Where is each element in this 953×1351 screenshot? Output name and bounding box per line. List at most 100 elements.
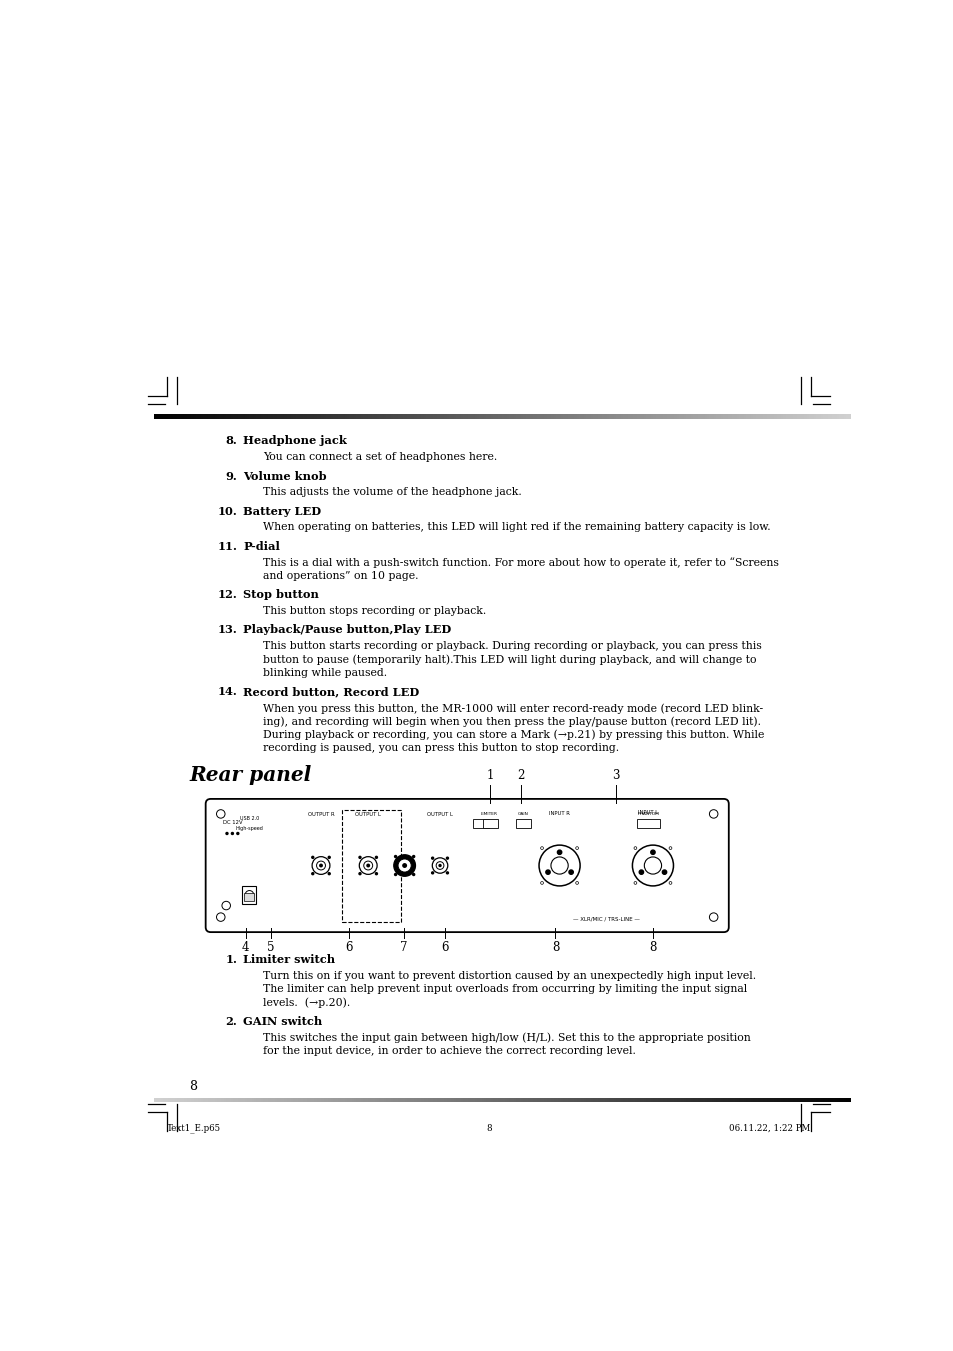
Bar: [208, 1098, 210, 1102]
Bar: [291, 1098, 294, 1102]
Bar: [599, 415, 602, 419]
Circle shape: [395, 874, 396, 875]
Circle shape: [634, 882, 637, 885]
Circle shape: [431, 857, 434, 859]
Bar: [316, 1098, 319, 1102]
Bar: [216, 415, 219, 419]
Bar: [683, 415, 685, 419]
Bar: [316, 415, 319, 419]
Bar: [541, 1098, 544, 1102]
Bar: [172, 1098, 175, 1102]
Bar: [769, 1098, 771, 1102]
Bar: [273, 415, 274, 419]
Bar: [297, 1098, 300, 1102]
Bar: [244, 1098, 247, 1102]
Bar: [601, 415, 604, 419]
Bar: [499, 1098, 502, 1102]
Text: Playback/Pause button,Play LED: Playback/Pause button,Play LED: [243, 624, 451, 635]
Bar: [192, 1098, 193, 1102]
Text: Rear panel: Rear panel: [189, 766, 311, 785]
Bar: [328, 415, 331, 419]
Bar: [764, 1098, 766, 1102]
Bar: [428, 1098, 430, 1102]
Bar: [560, 1098, 562, 1102]
Circle shape: [709, 809, 718, 819]
Bar: [509, 1098, 512, 1102]
Bar: [664, 1098, 667, 1102]
Bar: [692, 1098, 695, 1102]
Bar: [683, 1098, 685, 1102]
Bar: [806, 1098, 808, 1102]
Bar: [706, 415, 709, 419]
Bar: [539, 1098, 541, 1102]
Bar: [488, 1098, 491, 1102]
Text: Turn this on if you want to prevent distortion caused by an unexpectedly high in: Turn this on if you want to prevent dist…: [262, 971, 755, 981]
Bar: [444, 415, 446, 419]
Text: Volume knob: Volume knob: [243, 470, 327, 481]
Bar: [577, 1098, 578, 1102]
Bar: [221, 415, 224, 419]
Bar: [400, 415, 402, 419]
Bar: [341, 811, 400, 923]
Circle shape: [245, 890, 253, 898]
Bar: [824, 1098, 827, 1102]
Bar: [697, 1098, 700, 1102]
Circle shape: [668, 847, 671, 850]
Bar: [616, 415, 618, 419]
Bar: [755, 415, 758, 419]
Bar: [847, 415, 850, 419]
Bar: [465, 415, 467, 419]
Text: OFF  ON: OFF ON: [639, 821, 656, 825]
Bar: [476, 415, 479, 419]
Bar: [588, 415, 590, 419]
Bar: [451, 1098, 454, 1102]
Bar: [530, 1098, 533, 1102]
Bar: [425, 1098, 428, 1102]
Bar: [785, 415, 787, 419]
Bar: [836, 1098, 839, 1102]
Circle shape: [395, 855, 396, 858]
Bar: [355, 415, 358, 419]
Bar: [504, 1098, 507, 1102]
Bar: [636, 819, 659, 828]
Bar: [679, 1098, 680, 1102]
Bar: [753, 415, 755, 419]
Bar: [261, 1098, 263, 1102]
Bar: [182, 1098, 184, 1102]
Bar: [446, 1098, 449, 1102]
Bar: [421, 1098, 423, 1102]
FancyBboxPatch shape: [206, 798, 728, 932]
Bar: [718, 415, 720, 419]
Bar: [297, 415, 300, 419]
Bar: [815, 415, 818, 419]
Bar: [551, 415, 553, 419]
Circle shape: [316, 861, 325, 870]
Bar: [349, 415, 352, 419]
Bar: [193, 1098, 196, 1102]
Bar: [347, 1098, 349, 1102]
Bar: [416, 415, 418, 419]
Bar: [286, 415, 289, 419]
Bar: [337, 1098, 339, 1102]
Bar: [630, 1098, 632, 1102]
Bar: [337, 415, 339, 419]
Circle shape: [312, 857, 314, 858]
Bar: [794, 1098, 797, 1102]
Bar: [792, 1098, 795, 1102]
Bar: [195, 415, 198, 419]
Bar: [161, 1098, 163, 1102]
Bar: [388, 415, 391, 419]
Bar: [720, 415, 722, 419]
Bar: [588, 1098, 590, 1102]
Bar: [439, 415, 442, 419]
Circle shape: [431, 871, 434, 874]
Bar: [242, 415, 245, 419]
Bar: [397, 1098, 400, 1102]
Bar: [790, 1098, 792, 1102]
Bar: [583, 415, 586, 419]
Bar: [732, 1098, 734, 1102]
Bar: [158, 415, 161, 419]
Bar: [593, 415, 595, 419]
Bar: [368, 415, 370, 419]
Bar: [637, 415, 639, 419]
